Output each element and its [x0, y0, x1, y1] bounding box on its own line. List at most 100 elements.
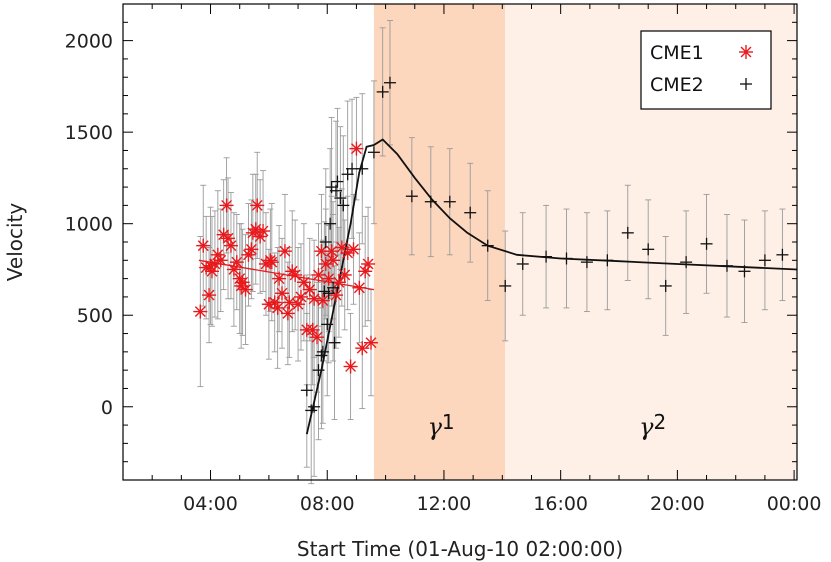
- cme1-point-47: [311, 267, 326, 282]
- x-axis-label: Start Time (01-Aug-10 02:00:00): [297, 537, 623, 561]
- region-2-label-base: γ: [639, 413, 654, 441]
- cme1-point-61-stroke: [350, 143, 362, 155]
- x-tick-label-3: 16:00: [533, 493, 588, 515]
- cme1-point-25: [256, 224, 271, 239]
- cme2-point-19: [346, 162, 359, 175]
- cme1-point-34-stroke: [279, 245, 291, 257]
- cme2-point-25: [424, 195, 437, 208]
- cme1-point-8: [213, 253, 228, 268]
- cme2-point-38: [680, 256, 693, 269]
- cme1-point-60-stroke: [348, 243, 359, 255]
- cme2-point-32: [560, 252, 573, 265]
- cme1-point-55: [331, 275, 346, 290]
- cme1-point-3-stroke: [203, 289, 215, 301]
- cme2-point-35: [621, 226, 634, 239]
- x-tick-label-4: 20:00: [650, 493, 705, 515]
- y-tick-label-0: 0: [101, 397, 113, 419]
- region-1-band: [373, 4, 506, 480]
- cme1-point-52: [324, 244, 339, 259]
- cme1-point-46: [310, 330, 325, 345]
- cme1-point-62-stroke: [353, 282, 365, 294]
- cme1-point-38-stroke: [289, 269, 301, 281]
- cme1-point-61: [349, 141, 364, 156]
- cme1-point-53: [326, 253, 341, 268]
- cme1-point-29-stroke: [266, 256, 278, 268]
- cme1-point-56-stroke: [336, 242, 348, 253]
- legend-label-cme1: CME1: [650, 42, 704, 64]
- cme1-point-48-stroke: [315, 245, 327, 257]
- cme1-point-58: [340, 245, 355, 260]
- cme2-point-10: [324, 217, 337, 230]
- cme1-point-54-stroke: [330, 289, 342, 301]
- cme1-point-14: [229, 255, 244, 270]
- cme1-point-23-stroke: [251, 199, 263, 211]
- cme2-point-24: [405, 190, 418, 203]
- region-1-label-base: γ: [428, 413, 443, 441]
- legend-label-cme2: CME2: [650, 74, 704, 96]
- cme1-point-47-stroke: [313, 269, 324, 281]
- cme2-point-21: [367, 146, 380, 159]
- cme1-point-32: [272, 271, 287, 286]
- cme2-point-34: [601, 254, 614, 267]
- cme1-point-27-stroke: [263, 298, 275, 310]
- cme2-point-22: [376, 85, 389, 98]
- cme2-point-14: [329, 184, 342, 197]
- cme1-point-34: [277, 244, 292, 259]
- legend-marker-cme1-stroke: [740, 46, 752, 58]
- cme1-point-44-stroke: [307, 324, 319, 336]
- cme1-point-23: [250, 198, 265, 213]
- cme1-point-3: [202, 288, 217, 303]
- cme1-point-31-stroke: [272, 302, 284, 314]
- cme1-point-50: [318, 256, 333, 271]
- cme1-point-63: [355, 341, 370, 356]
- cme1-point-59-stroke: [345, 361, 357, 372]
- cme1-point-36-stroke: [283, 296, 295, 308]
- cme1-point-20: [244, 242, 259, 257]
- cme1-point-66: [364, 335, 379, 350]
- cme2-point-23: [383, 76, 396, 89]
- x-tick-label-1: 08:00: [300, 493, 355, 515]
- cme1-point-60: [346, 242, 361, 257]
- data-markers: [193, 76, 789, 417]
- cme1-point-53-stroke: [327, 254, 339, 266]
- cme2-point-3: [312, 364, 325, 377]
- cme1-point-30-stroke: [269, 296, 281, 308]
- cme2-point-16: [334, 192, 347, 205]
- cme1-point-1: [196, 238, 211, 253]
- cme1-point-38: [288, 267, 303, 282]
- cme2-point-37: [659, 279, 672, 292]
- cme2-point-8: [321, 318, 334, 331]
- cme1-point-11-stroke: [222, 232, 234, 244]
- cme1-point-10: [219, 198, 234, 213]
- cme1-point-12-stroke: [225, 240, 237, 252]
- cme1-point-29: [264, 255, 279, 270]
- cme1-point-65-stroke: [362, 258, 374, 270]
- cme1-point-43-stroke: [304, 284, 316, 296]
- cme2-point-15: [331, 175, 344, 188]
- cme2-point-42: [758, 254, 771, 267]
- cme1-point-54: [328, 288, 343, 303]
- cme1-point-63-stroke: [356, 342, 368, 354]
- cme2-point-7: [319, 236, 332, 248]
- cme1-point-33-stroke: [276, 287, 288, 299]
- region-2-label: γ2: [639, 410, 666, 441]
- cme1-point-40: [293, 289, 308, 304]
- x-tick-label-2: 12:00: [417, 493, 472, 515]
- cme2-point-39: [700, 237, 713, 250]
- cme2-point-43: [776, 248, 789, 261]
- cme1-point-22: [248, 222, 263, 237]
- cme1-point-66-stroke: [365, 337, 377, 349]
- cme1-point-33: [275, 286, 290, 301]
- cme1-point-64: [358, 264, 373, 279]
- cme1-point-41-stroke: [298, 276, 310, 288]
- cme1-fit-line: [198, 259, 375, 291]
- cme1-point-45-stroke: [308, 293, 320, 305]
- region-2-label-sup: 2: [653, 410, 666, 434]
- region-1-label: γ1: [428, 410, 455, 441]
- cme1-point-25-stroke: [257, 225, 269, 237]
- y-tick-label-2: 1000: [65, 214, 113, 236]
- cme1-point-10-stroke: [221, 199, 233, 211]
- cme1-point-46-stroke: [311, 331, 323, 343]
- y-tick-label-3: 1500: [65, 122, 113, 144]
